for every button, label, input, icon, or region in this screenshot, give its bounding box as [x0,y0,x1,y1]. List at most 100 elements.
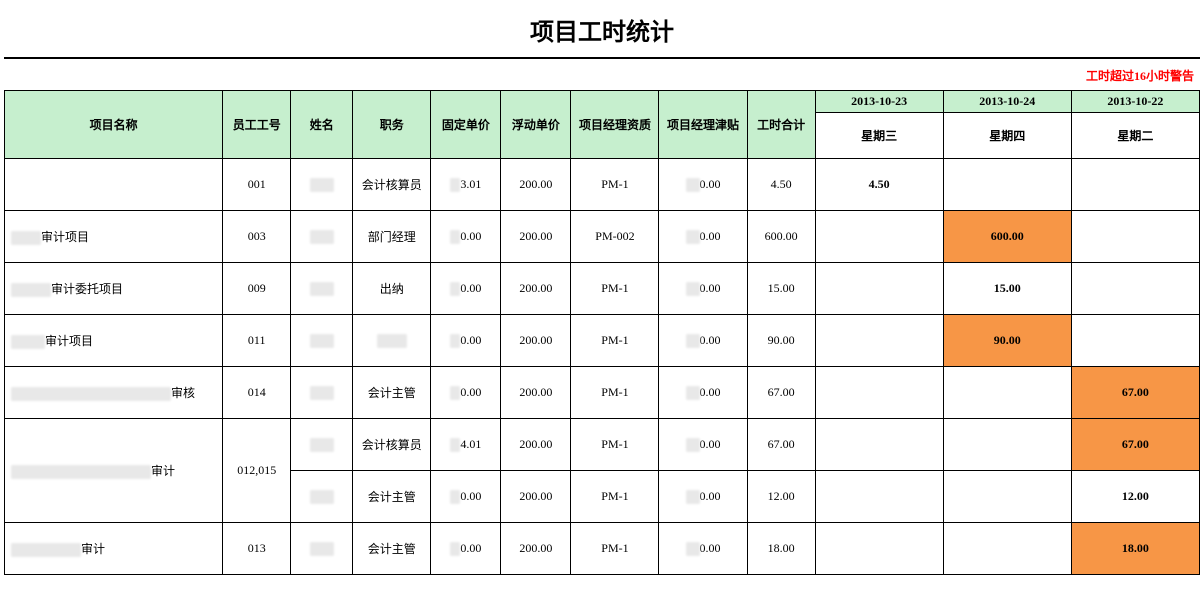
col-header-weekday-2: 星期二 [1071,113,1199,159]
cell-float: 200.00 [501,419,571,471]
cell-d2 [943,523,1071,575]
cell-d1 [815,419,943,471]
cell-d3 [1071,159,1199,211]
cell-project: x审计 [5,523,223,575]
cell-role: 部门经理 [353,211,431,263]
cell-d3: 67.00 [1071,367,1199,419]
cell-allow: x0.00 [659,263,747,315]
cell-fixed: x0.00 [431,315,501,367]
cell-d2 [943,367,1071,419]
table-row: x审计委托项目009x出纳x0.00200.00PM-1x0.0015.0015… [5,263,1200,315]
cell-float: 200.00 [501,211,571,263]
cell-empid: 014 [223,367,291,419]
cell-pmqual: PM-1 [571,367,659,419]
cell-pmqual: PM-1 [571,523,659,575]
cell-project: x审计 [5,419,223,523]
cell-role: 会计主管 [353,523,431,575]
col-header-date-2: 2013-10-22 [1071,91,1199,113]
cell-total: 67.00 [747,419,815,471]
cell-d2: 15.00 [943,263,1071,315]
cell-float: 200.00 [501,263,571,315]
cell-total: 600.00 [747,211,815,263]
cell-d1 [815,471,943,523]
col-header-pm_allow: 项目经理津贴 [659,91,747,159]
cell-float: 200.00 [501,367,571,419]
cell-total: 18.00 [747,523,815,575]
cell-project: x审计委托项目 [5,263,223,315]
cell-total: 4.50 [747,159,815,211]
cell-empid: 012,015 [223,419,291,523]
cell-d2: 90.00 [943,315,1071,367]
cell-pmqual: PM-1 [571,471,659,523]
cell-fixed: x0.00 [431,523,501,575]
cell-name: x [291,159,353,211]
cell-float: 200.00 [501,159,571,211]
table-row: x审核014x会计主管x0.00200.00PM-1x0.0067.0067.0… [5,367,1200,419]
cell-name: x [291,419,353,471]
cell-total: 90.00 [747,315,815,367]
cell-d2 [943,471,1071,523]
table-row: x审计项目011xxx0.00200.00PM-1x0.0090.0090.00 [5,315,1200,367]
cell-pmqual: PM-1 [571,159,659,211]
warning-label: 工时超过16小时警告 [4,59,1200,90]
cell-allow: x0.00 [659,159,747,211]
cell-float: 200.00 [501,523,571,575]
cell-project [5,159,223,211]
cell-fixed: x3.01 [431,159,501,211]
cell-name: x [291,367,353,419]
cell-d2 [943,419,1071,471]
cell-fixed: x0.00 [431,263,501,315]
col-header-weekday-0: 星期三 [815,113,943,159]
table-row: x审计012,015x会计核算员x4.01200.00PM-1x0.0067.0… [5,419,1200,471]
col-header-date-1: 2013-10-24 [943,91,1071,113]
cell-allow: x0.00 [659,211,747,263]
cell-d3: 18.00 [1071,523,1199,575]
cell-float: 200.00 [501,315,571,367]
cell-total: 15.00 [747,263,815,315]
cell-fixed: x0.00 [431,471,501,523]
cell-name: x [291,315,353,367]
cell-project: x审计项目 [5,211,223,263]
cell-role: 会计主管 [353,367,431,419]
col-header-fixed_price: 固定单价 [431,91,501,159]
col-header-pm_qual: 项目经理资质 [571,91,659,159]
page-title: 项目工时统计 [4,4,1200,59]
cell-fixed: x0.00 [431,367,501,419]
cell-d1: 4.50 [815,159,943,211]
col-header-name: 姓名 [291,91,353,159]
cell-d3: 67.00 [1071,419,1199,471]
cell-project: x审计项目 [5,315,223,367]
col-header-role: 职务 [353,91,431,159]
cell-pmqual: PM-1 [571,419,659,471]
cell-d3 [1071,211,1199,263]
cell-name: x [291,211,353,263]
cell-fixed: x4.01 [431,419,501,471]
cell-d3 [1071,263,1199,315]
cell-role: 出纳 [353,263,431,315]
cell-d2 [943,159,1071,211]
cell-allow: x0.00 [659,471,747,523]
cell-d1 [815,211,943,263]
table-row: x审计项目003x部门经理x0.00200.00PM-002x0.00600.0… [5,211,1200,263]
cell-d2: 600.00 [943,211,1071,263]
cell-d3 [1071,315,1199,367]
col-header-emp_id: 员工工号 [223,91,291,159]
cell-role: x [353,315,431,367]
cell-empid: 009 [223,263,291,315]
col-header-hours_total: 工时合计 [747,91,815,159]
table-row: 001x会计核算员x3.01200.00PM-1x0.004.504.50 [5,159,1200,211]
hours-table: 项目名称员工工号姓名职务固定单价浮动单价项目经理资质项目经理津贴工时合计2013… [4,90,1200,575]
col-header-weekday-1: 星期四 [943,113,1071,159]
cell-d1 [815,367,943,419]
cell-d3: 12.00 [1071,471,1199,523]
cell-role: 会计核算员 [353,419,431,471]
cell-allow: x0.00 [659,315,747,367]
cell-d1 [815,523,943,575]
cell-name: x [291,523,353,575]
cell-float: 200.00 [501,471,571,523]
col-header-project: 项目名称 [5,91,223,159]
cell-fixed: x0.00 [431,211,501,263]
cell-allow: x0.00 [659,367,747,419]
cell-project: x审核 [5,367,223,419]
col-header-date-0: 2013-10-23 [815,91,943,113]
